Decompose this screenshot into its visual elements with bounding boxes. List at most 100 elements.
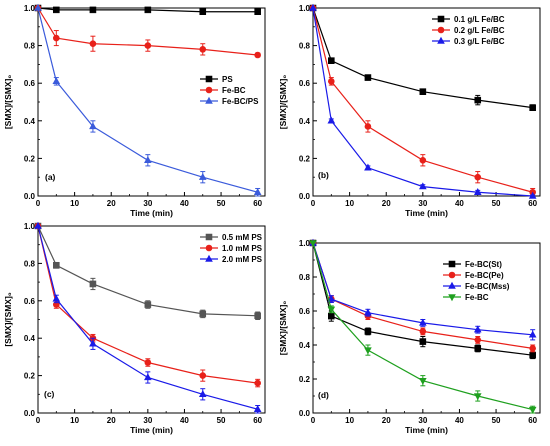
legend-marker — [448, 294, 456, 302]
data-point — [52, 77, 61, 85]
plot-frame — [312, 242, 541, 414]
data-point — [254, 379, 261, 387]
legend: 0.5 mM PS 1.0 mM PS 2.0 mM PS — [200, 233, 263, 264]
legend-marker — [205, 75, 213, 83]
data-point — [53, 34, 60, 42]
x-tick-label: 40 — [455, 416, 464, 425]
series-1 — [309, 239, 536, 360]
y-axis-title: [SMX]/[SMX]₀ — [3, 292, 13, 347]
y-tick-label: 1.0 — [299, 4, 311, 13]
data-point — [199, 372, 207, 379]
series-1 — [34, 4, 261, 16]
x-tick-label: 20 — [107, 199, 116, 208]
series-line — [37, 225, 258, 317]
legend-label: 0.1 g/L Fe/BC — [454, 15, 505, 24]
y-tick-label: 0.2 — [299, 154, 311, 163]
data-point — [419, 88, 427, 95]
y-tick-label: 1.0 — [24, 4, 36, 13]
series-line — [312, 242, 533, 356]
data-point — [328, 312, 335, 320]
data-point — [89, 122, 97, 130]
plot-frame — [312, 7, 541, 197]
series-3 — [309, 3, 537, 199]
data-point — [199, 46, 207, 53]
legend-marker — [205, 254, 213, 262]
panel-label: (b) — [318, 170, 329, 180]
x-tick-label: 50 — [217, 416, 226, 425]
panel-label: (c) — [44, 389, 55, 399]
data-point — [144, 359, 152, 366]
series-line — [37, 7, 258, 193]
x-tick-label: 30 — [418, 416, 427, 425]
series-2 — [309, 239, 536, 353]
legend-marker — [437, 26, 445, 34]
data-point — [328, 78, 335, 85]
y-axis-title: [SMX]/[SMX]₀ — [278, 301, 288, 356]
data-point — [327, 294, 336, 302]
y-tick-label: 0.4 — [299, 117, 311, 126]
x-tick-label: 10 — [70, 199, 79, 208]
data-point — [254, 8, 261, 16]
data-point — [474, 173, 482, 181]
y-tick-label: 0.8 — [24, 259, 36, 268]
data-point — [419, 338, 427, 345]
data-point — [327, 116, 336, 124]
x-tick-label: 20 — [382, 416, 391, 425]
x-tick-label: 0 — [36, 199, 41, 208]
data-point — [528, 406, 537, 414]
series-3 — [34, 3, 262, 197]
series-line — [312, 7, 533, 197]
data-point — [419, 182, 427, 190]
legend-label: Fe-BC — [222, 86, 246, 95]
x-tick-label: 50 — [492, 416, 501, 425]
y-tick-label: 0.8 — [299, 42, 311, 51]
data-point — [474, 336, 482, 344]
data-point — [528, 191, 537, 199]
data-point — [528, 330, 537, 338]
data-point — [253, 188, 262, 195]
legend-label: 0.5 mM PS — [222, 233, 263, 242]
y-tick-label: 0.4 — [24, 334, 36, 343]
y-tick-label: 0.0 — [299, 409, 311, 418]
data-point — [474, 345, 482, 352]
data-point — [474, 96, 482, 104]
data-point — [89, 339, 97, 347]
data-point — [529, 104, 536, 111]
x-tick-label: 50 — [492, 199, 501, 208]
data-point — [364, 74, 372, 81]
y-axis-title: [SMX]/[SMX]₀ — [3, 75, 13, 130]
data-point — [199, 310, 207, 318]
legend: PS Fe-BC Fe-BC/PS — [200, 75, 259, 106]
x-tick-label: 40 — [180, 416, 189, 425]
legend: Fe-BC(St) Fe-BC(Pe) Fe-BC(Mss) Fe-BC — [443, 260, 510, 302]
y-tick-label: 1.0 — [299, 239, 311, 248]
x-tick-label: 60 — [528, 416, 537, 425]
y-tick-label: 0.6 — [24, 297, 36, 306]
legend-label: 2.0 mM PS — [222, 255, 263, 264]
y-tick-label: 0.6 — [299, 79, 311, 88]
data-point — [419, 378, 427, 385]
x-axis-title: Time (min) — [405, 425, 448, 435]
chart-panel-3: 0 10 20 30 40 50 60 0.0 0.2 0.4 0.6 0.8 1.0 Time (min… — [3, 221, 266, 435]
data-point — [364, 328, 372, 335]
data-point — [419, 328, 427, 335]
x-axis-title: Time (min) — [130, 425, 173, 435]
series-3 — [309, 238, 537, 341]
x-tick-label: 60 — [528, 199, 537, 208]
panel-label: (a) — [45, 172, 56, 182]
series-line — [312, 242, 533, 336]
x-tick-label: 0 — [36, 416, 41, 425]
x-tick-label: 20 — [382, 199, 391, 208]
data-point — [144, 6, 152, 14]
data-point — [364, 163, 372, 171]
data-point — [53, 6, 60, 14]
legend-marker — [437, 36, 445, 44]
data-point — [253, 405, 262, 412]
data-point — [144, 156, 152, 163]
legend-label: PS — [222, 75, 233, 84]
legend-label: 1.0 mM PS — [222, 244, 263, 253]
data-point — [327, 306, 336, 314]
series-line — [37, 7, 258, 56]
legend-label: Fe-BC(Mss) — [465, 282, 510, 291]
data-point — [364, 123, 372, 130]
